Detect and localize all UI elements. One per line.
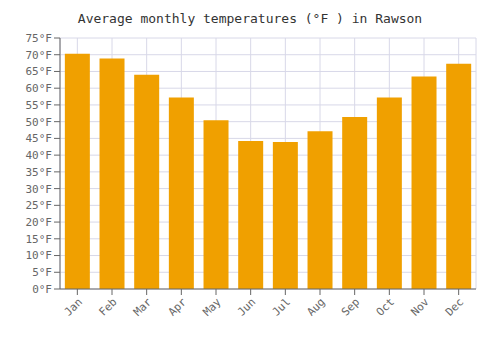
svg-text:Sep: Sep: [339, 295, 362, 318]
svg-text:20°F: 20°F: [26, 216, 53, 229]
svg-text:Apr: Apr: [166, 295, 190, 319]
svg-text:Feb: Feb: [96, 295, 119, 318]
svg-text:Jan: Jan: [62, 295, 85, 318]
svg-text:5°F: 5°F: [32, 266, 52, 279]
svg-text:65°F: 65°F: [26, 65, 53, 78]
svg-text:May: May: [200, 295, 224, 319]
svg-text:Aug: Aug: [304, 295, 327, 318]
svg-text:Mar: Mar: [131, 295, 155, 319]
svg-text:30°F: 30°F: [26, 183, 53, 196]
svg-text:35°F: 35°F: [26, 166, 53, 179]
svg-text:Oct: Oct: [374, 295, 397, 318]
svg-text:55°F: 55°F: [26, 99, 53, 112]
svg-text:Dec: Dec: [443, 295, 466, 318]
svg-text:Jul: Jul: [270, 295, 293, 318]
svg-text:10°F: 10°F: [26, 249, 53, 262]
svg-text:50°F: 50°F: [26, 116, 53, 129]
svg-text:Nov: Nov: [408, 295, 432, 319]
svg-text:70°F: 70°F: [26, 49, 53, 62]
svg-text:25°F: 25°F: [26, 199, 53, 212]
svg-text:40°F: 40°F: [26, 149, 53, 162]
svg-text:60°F: 60°F: [26, 82, 53, 95]
svg-text:75°F: 75°F: [26, 32, 53, 45]
svg-text:0°F: 0°F: [32, 283, 52, 296]
svg-text:Jun: Jun: [235, 295, 258, 318]
svg-text:15°F: 15°F: [26, 233, 53, 246]
html-text:Average monthly temperatures (: Average monthly temperatures (°F ) in Ra…: [77, 11, 423, 26]
svg-text:45°F: 45°F: [26, 132, 53, 145]
